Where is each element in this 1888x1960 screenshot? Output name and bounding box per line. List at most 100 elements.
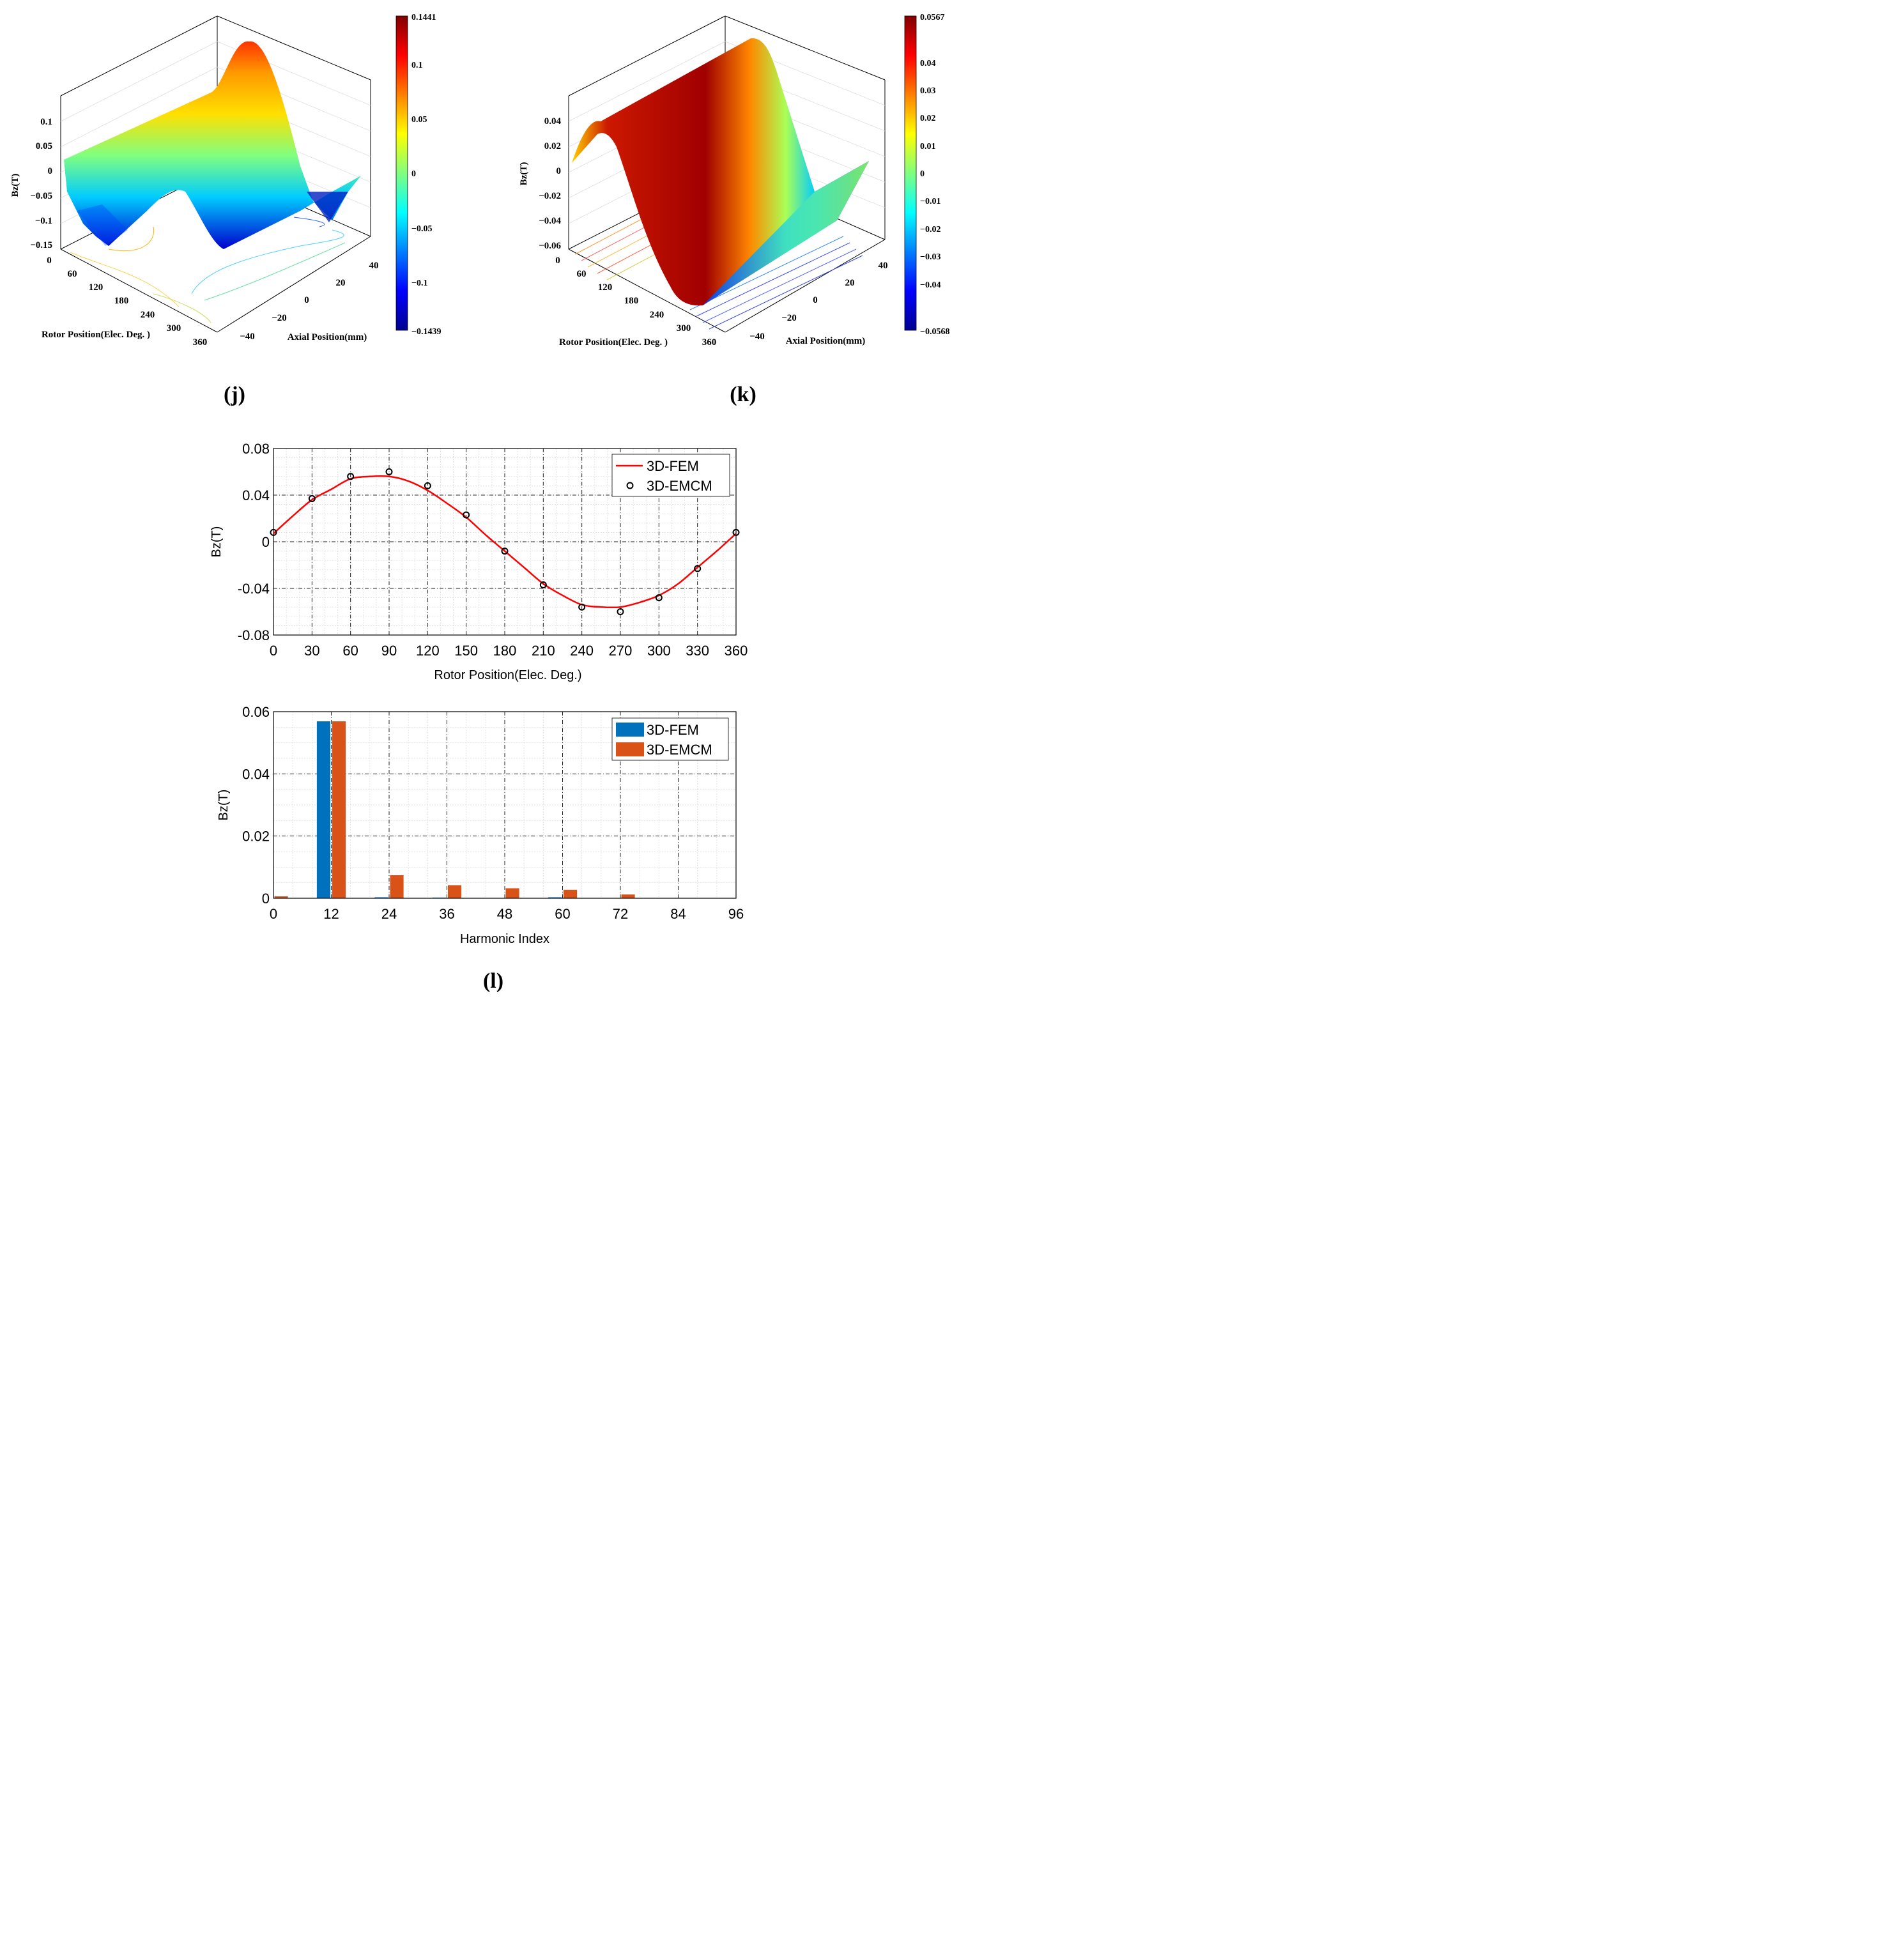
y-tick-label: -0.08 bbox=[238, 627, 270, 643]
panel-k-ytick: 0 bbox=[813, 295, 818, 305]
x-tick-label: 36 bbox=[439, 906, 454, 922]
bar-3d-emcm bbox=[505, 888, 519, 898]
panel-j-colorbar-tick: 0.1 bbox=[411, 61, 423, 70]
bar-3d-emcm bbox=[274, 896, 288, 898]
panel-k-colorbar-tick: −0.02 bbox=[920, 225, 940, 234]
panel-k-colorbar-tick: 0.01 bbox=[920, 142, 936, 151]
panel-k-floor-surface bbox=[703, 161, 869, 305]
panel-k-colorbar-tick: 0 bbox=[920, 169, 925, 179]
legend-fem-label: 3D-FEM bbox=[647, 458, 699, 474]
bar-chart-bars bbox=[274, 721, 635, 899]
x-tick-label: 210 bbox=[532, 643, 555, 659]
y-tick-label: 0.06 bbox=[242, 704, 270, 720]
panel-j-surface-shade bbox=[77, 204, 128, 246]
panel-j-colorbar: 0.1441 0.1 0.05 0 −0.05 −0.1 −0.1439 bbox=[395, 13, 441, 337]
line-chart-ylabel: Bz(T) bbox=[210, 526, 224, 558]
panel-k-xtick: 0 bbox=[555, 256, 560, 266]
panel-j-colorbar-tick: 0.05 bbox=[411, 115, 427, 125]
panel-j-ztick: −0.1 bbox=[35, 216, 52, 226]
panel-k-xtick: 120 bbox=[598, 282, 613, 293]
bar-3d-emcm bbox=[448, 885, 462, 898]
panel-k-xtick: 180 bbox=[624, 296, 639, 306]
y-tick-label: 0 bbox=[262, 891, 270, 907]
emcm-marker bbox=[308, 494, 316, 502]
legend-emcm-bar-swatch bbox=[616, 742, 644, 756]
x-tick-label: 330 bbox=[686, 643, 709, 659]
y-tick-label: -0.04 bbox=[238, 581, 270, 597]
panel-j-xtick: 300 bbox=[167, 323, 181, 333]
panel-j-xtick: 180 bbox=[114, 296, 129, 306]
panel-k-ytick: −20 bbox=[781, 313, 797, 323]
emcm-marker bbox=[694, 565, 702, 572]
series-markers-3d-emcm bbox=[270, 468, 740, 615]
panel-j-ztick: −0.15 bbox=[30, 240, 52, 250]
x-tick-label: 360 bbox=[725, 643, 748, 659]
panel-j-xlabel: Rotor Position(Elec. Deg. ) bbox=[42, 330, 150, 340]
panel-k: Bz(T) 0.04 0.02 0 −0.02 −0.04 −0.06 0 60… bbox=[519, 13, 949, 406]
panel-j-xtick: 360 bbox=[193, 337, 208, 348]
x-tick-label: 30 bbox=[304, 643, 319, 659]
bar-chart-x-ticks: 0 12 24 36 48 60 72 84 96 bbox=[270, 906, 744, 922]
panel-k-ztick: 0 bbox=[556, 166, 562, 176]
x-tick-label: 72 bbox=[613, 906, 628, 922]
emcm-marker bbox=[347, 473, 355, 480]
panel-j-ztick: 0.05 bbox=[36, 141, 52, 151]
emcm-marker bbox=[501, 547, 509, 555]
panel-j: Bz(T) 0.1 0.05 0 −0.05 −0.1 −0.15 0 60 1… bbox=[10, 13, 441, 406]
panel-k-colorbar-min: −0.0568 bbox=[920, 327, 949, 337]
x-tick-label: 150 bbox=[454, 643, 478, 659]
panel-k-colorbar-tick: −0.04 bbox=[920, 280, 940, 290]
panel-j-ytick: 0 bbox=[304, 295, 309, 305]
x-tick-label: 270 bbox=[609, 643, 633, 659]
bar-3d-emcm bbox=[390, 875, 404, 898]
bar-3d-emcm bbox=[332, 721, 346, 898]
emcm-marker bbox=[732, 528, 740, 536]
panel-k-ztick: 0.04 bbox=[544, 116, 562, 126]
y-tick-label: 0.04 bbox=[242, 487, 270, 503]
panel-k-colorbar-tick: −0.03 bbox=[920, 252, 940, 262]
panel-k-colorbar-tick: 0.04 bbox=[920, 59, 936, 68]
x-tick-label: 0 bbox=[270, 643, 277, 659]
bar-3d-emcm bbox=[621, 894, 635, 898]
panel-j-colorbar-tick: −0.1 bbox=[411, 279, 427, 288]
line-chart-legend: 3D-FEM 3D-EMCM bbox=[611, 454, 730, 497]
panel-j-colorbar-max: 0.1441 bbox=[411, 13, 436, 22]
legend-fem-bar-label: 3D-FEM bbox=[647, 722, 699, 738]
panel-k-ytick: −40 bbox=[749, 332, 765, 342]
x-tick-label: 0 bbox=[270, 906, 277, 922]
x-tick-label: 48 bbox=[497, 906, 512, 922]
panel-j-ytick: −40 bbox=[240, 332, 255, 342]
emcm-marker bbox=[270, 528, 277, 536]
emcm-marker bbox=[539, 581, 547, 589]
emcm-marker bbox=[617, 608, 624, 615]
panel-j-colorbar-min: −0.1439 bbox=[411, 327, 441, 337]
line-chart-x-ticks: 0 30 60 90 120 150 180 210 240 270 300 330 360 bbox=[270, 643, 748, 659]
panel-j-xtick: 60 bbox=[68, 269, 77, 279]
line-chart-y-ticks: 0.08 0.04 0 -0.04 -0.08 bbox=[238, 441, 270, 643]
panel-k-colorbar-bar bbox=[904, 15, 917, 331]
panel-k-colorbar-tick: 0.03 bbox=[920, 86, 936, 96]
panel-j-ztick: −0.05 bbox=[30, 191, 52, 201]
line-chart-plot-frame bbox=[273, 448, 737, 636]
panel-k-xtick: 60 bbox=[577, 269, 587, 279]
panel-j-ytick: 20 bbox=[336, 278, 346, 288]
bar-chart-y-ticks: 0.06 0.04 0.02 0 bbox=[242, 704, 270, 907]
y-tick-label: 0.04 bbox=[242, 766, 270, 782]
x-tick-label: 180 bbox=[493, 643, 517, 659]
panel-j-ylabel: Axial Position(mm) bbox=[288, 332, 367, 342]
panel-k-xtick: 240 bbox=[650, 310, 664, 320]
y-tick-label: 0.08 bbox=[242, 441, 270, 457]
panel-k-colorbar-tick: 0.02 bbox=[920, 114, 936, 123]
panel-l-label: (l) bbox=[483, 969, 503, 993]
x-tick-label: 120 bbox=[416, 643, 440, 659]
x-tick-label: 96 bbox=[728, 906, 744, 922]
panel-j-ztick: 0.1 bbox=[40, 117, 52, 127]
bar-3d-fem bbox=[316, 721, 330, 898]
emcm-marker bbox=[578, 603, 586, 611]
y-tick-label: 0.02 bbox=[242, 829, 270, 845]
legend-fem-bar-swatch bbox=[616, 723, 644, 737]
line-chart: 0.08 0.04 0 -0.04 -0.08 0 30 60 90 120 150 180 210 2… bbox=[210, 441, 748, 682]
panel-j-ztick: 0 bbox=[48, 166, 53, 176]
panel-k-colorbar: 0.0567 0.04 0.03 0.02 0.01 0 −0.01 −0.02… bbox=[904, 13, 949, 337]
panel-j-xtick: 0 bbox=[47, 256, 52, 266]
